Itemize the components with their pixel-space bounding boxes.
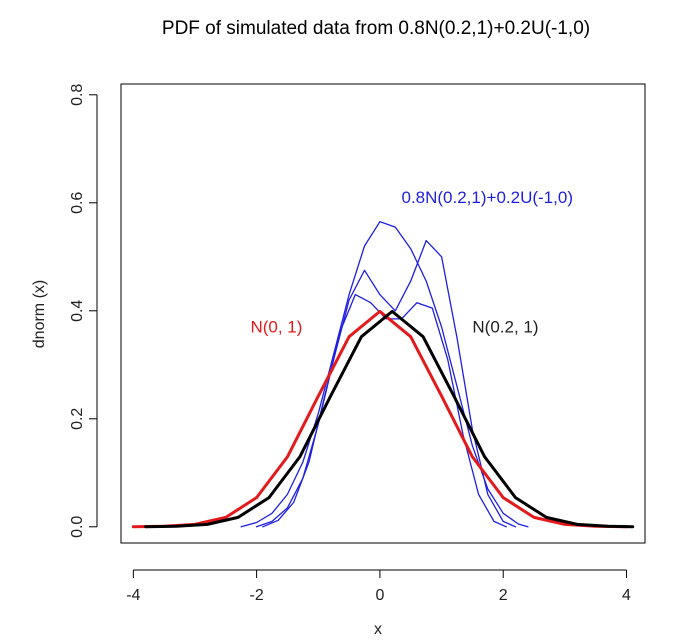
chart-title: PDF of simulated data from 0.8N(0.2,1)+0… xyxy=(162,18,590,39)
x-axis: -4 -2 0 2 4 xyxy=(126,569,631,604)
x-tick-label: -4 xyxy=(126,587,140,604)
x-tick-label: -2 xyxy=(250,587,264,604)
x-tick-label: 4 xyxy=(622,587,631,604)
series-line-3 xyxy=(255,239,517,528)
annotation-label: 0.8N(0.2,1)+0.2U(-1,0) xyxy=(401,188,573,207)
series-line-4 xyxy=(262,293,507,528)
x-tick-label: 0 xyxy=(375,587,384,604)
annotation-label: N(0.2, 1) xyxy=(472,317,538,336)
y-axis-label: dnorm (x) xyxy=(31,280,48,348)
y-axis: 0.0 0.2 0.4 0.6 0.8 xyxy=(69,84,98,538)
series-layer xyxy=(131,221,635,529)
y-tick-label: 0.6 xyxy=(69,192,86,214)
x-axis-label: x xyxy=(374,621,382,638)
y-tick-label: 0.0 xyxy=(69,516,86,538)
y-tick-label: 0.2 xyxy=(69,408,86,430)
annotation-layer: N(0, 1) N(0.2, 1) 0.8N(0.2,1)+0.2U(-1,0) xyxy=(250,188,573,337)
series-line-1 xyxy=(144,309,635,529)
y-tick-label: 0.4 xyxy=(69,300,86,322)
x-tick-label: 2 xyxy=(499,587,508,604)
annotation-label: N(0, 1) xyxy=(250,317,302,336)
plot-frame xyxy=(120,83,646,544)
y-tick-label: 0.8 xyxy=(69,84,86,106)
series-line-0 xyxy=(131,309,628,529)
